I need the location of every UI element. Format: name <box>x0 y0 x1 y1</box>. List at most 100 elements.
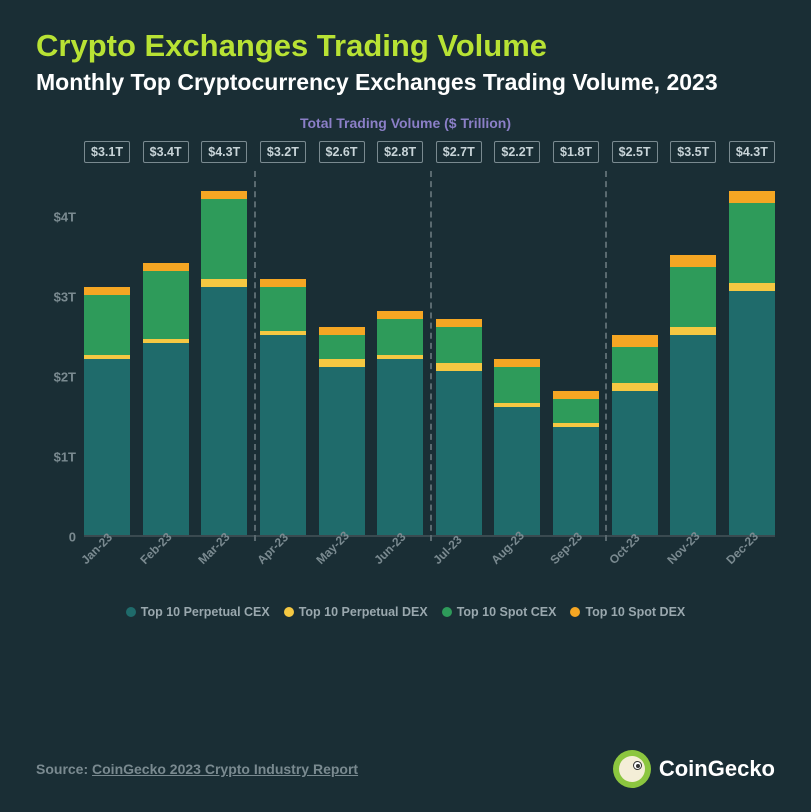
bar-segment <box>84 359 130 535</box>
bar-segment <box>436 371 482 535</box>
bar-segment <box>729 291 775 535</box>
bar-segment <box>729 283 775 291</box>
x-axis-labels: Jan-23Feb-23Mar-23Apr-23May-23Jun-23Jul-… <box>36 543 775 603</box>
chart-title: Total Trading Volume ($ Trillion) <box>36 115 775 131</box>
y-tick-label: $3T <box>54 289 76 304</box>
bar-segment <box>260 335 306 535</box>
bar-column <box>670 255 716 535</box>
bar-column <box>201 191 247 535</box>
legend-swatch-icon <box>442 607 452 617</box>
bar-segment <box>201 287 247 535</box>
bar-column <box>553 391 599 535</box>
bar-segment <box>377 359 423 535</box>
total-badge: $3.4T <box>143 141 189 163</box>
total-badge: $1.8T <box>553 141 599 163</box>
total-badge: $3.2T <box>260 141 306 163</box>
bar-column <box>729 191 775 535</box>
source-prefix: Source: <box>36 761 88 777</box>
y-tick-label: 0 <box>69 529 76 544</box>
total-badge: $4.3T <box>729 141 775 163</box>
main-title: Crypto Exchanges Trading Volume <box>36 28 775 64</box>
bar-column <box>260 279 306 535</box>
chart-area: 0$1T$2T$3T$4T <box>36 177 775 537</box>
legend-swatch-icon <box>284 607 294 617</box>
bar-column <box>612 335 658 535</box>
bar-segment <box>143 263 189 271</box>
subtitle: Monthly Top Cryptocurrency Exchanges Tra… <box>36 68 775 97</box>
bar-segment <box>612 391 658 535</box>
bar-segment <box>436 363 482 371</box>
legend: Top 10 Perpetual CEX Top 10 Perpetual DEX… <box>36 605 775 619</box>
legend-label: Top 10 Spot CEX <box>457 605 557 619</box>
bar-segment <box>436 327 482 363</box>
bar-column <box>84 287 130 535</box>
plot-area <box>84 177 775 537</box>
bar-segment <box>319 367 365 535</box>
total-badge: $2.7T <box>436 141 482 163</box>
bar-segment <box>260 279 306 287</box>
bar-segment <box>670 267 716 327</box>
total-badge: $2.2T <box>494 141 540 163</box>
legend-item: Top 10 Perpetual DEX <box>284 605 428 619</box>
legend-label: Top 10 Perpetual DEX <box>299 605 428 619</box>
bar-segment <box>670 335 716 535</box>
bar-segment <box>143 343 189 535</box>
bar-segment <box>84 295 130 355</box>
legend-item: Top 10 Spot DEX <box>570 605 685 619</box>
y-tick-label: $2T <box>54 369 76 384</box>
bar-segment <box>494 407 540 535</box>
legend-item: Top 10 Perpetual CEX <box>126 605 270 619</box>
bar-segment <box>143 271 189 339</box>
bar-column <box>143 263 189 535</box>
y-axis: 0$1T$2T$3T$4T <box>36 177 84 537</box>
bar-segment <box>612 335 658 347</box>
bar-column <box>377 311 423 535</box>
source-link[interactable]: CoinGecko 2023 Crypto Industry Report <box>92 761 358 777</box>
bar-segment <box>612 347 658 383</box>
legend-swatch-icon <box>570 607 580 617</box>
bar-segment <box>84 287 130 295</box>
legend-label: Top 10 Perpetual CEX <box>141 605 270 619</box>
bar-column <box>494 359 540 535</box>
bar-segment <box>553 427 599 535</box>
total-badge: $3.5T <box>670 141 716 163</box>
bar-segment <box>319 327 365 335</box>
bar-segment <box>201 199 247 279</box>
bar-segment <box>260 287 306 331</box>
coingecko-logo-icon <box>613 750 651 788</box>
bar-segment <box>494 367 540 403</box>
total-badge: $2.8T <box>377 141 423 163</box>
total-badge: $2.6T <box>319 141 365 163</box>
bar-segment <box>377 311 423 319</box>
bar-segment <box>494 359 540 367</box>
bar-segment <box>436 319 482 327</box>
y-tick-label: $1T <box>54 449 76 464</box>
bar-segment <box>553 399 599 423</box>
bars-container <box>84 177 775 535</box>
bar-segment <box>729 203 775 283</box>
total-badge: $2.5T <box>612 141 658 163</box>
infographic-container: Crypto Exchanges Trading Volume Monthly … <box>0 0 811 812</box>
bar-segment <box>319 359 365 367</box>
legend-label: Top 10 Spot DEX <box>585 605 685 619</box>
bar-segment <box>670 255 716 267</box>
bar-segment <box>612 383 658 391</box>
bar-segment <box>670 327 716 335</box>
bar-segment <box>729 191 775 203</box>
total-badges-row: $3.1T $3.4T $4.3T $3.2T $2.6T $2.8T $2.7T $2.2T… <box>36 141 775 163</box>
brand-name: CoinGecko <box>659 756 775 782</box>
source-line: Source: CoinGecko 2023 Crypto Industry R… <box>36 761 358 777</box>
bar-segment <box>319 335 365 359</box>
legend-swatch-icon <box>126 607 136 617</box>
total-badge: $4.3T <box>201 141 247 163</box>
bar-column <box>319 327 365 535</box>
footer: Source: CoinGecko 2023 Crypto Industry R… <box>36 750 775 788</box>
bar-segment <box>201 191 247 199</box>
bar-column <box>436 319 482 535</box>
y-tick-label: $4T <box>54 209 76 224</box>
bar-segment <box>377 319 423 355</box>
bar-segment <box>553 391 599 399</box>
legend-item: Top 10 Spot CEX <box>442 605 557 619</box>
brand: CoinGecko <box>613 750 775 788</box>
total-badge: $3.1T <box>84 141 130 163</box>
